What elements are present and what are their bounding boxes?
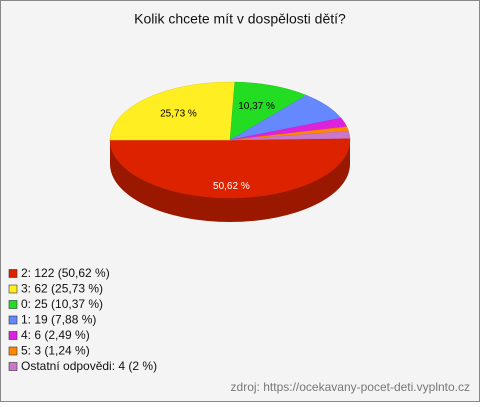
source: zdroj: https://ocekavany-pocet-deti.vypl… [231, 380, 470, 394]
legend-label: 1: 19 (7,88 %) [21, 313, 96, 327]
legend-label: Ostatní odpovědi: 4 (2 %) [21, 359, 157, 373]
legend-swatch [8, 362, 18, 371]
legend-swatch [8, 300, 18, 309]
data-label: 25,73 % [160, 109, 197, 120]
legend-label: 0: 25 (10,37 %) [21, 297, 103, 311]
slice [229, 81, 307, 141]
data-label: 10,37 % [238, 101, 275, 112]
legend-swatch [8, 346, 18, 356]
data-label: 50,62 % [213, 181, 250, 192]
slice [229, 130, 351, 141]
legend-swatch [8, 284, 18, 294]
legend-label: 4: 6 (2,49 %) [21, 328, 90, 342]
slice [109, 138, 351, 199]
legend-label: 5: 3 (1,24 %) [21, 344, 90, 358]
legend-swatch [8, 269, 18, 278]
chart-title: Kolik chcete mít v dospělosti dětí? [134, 11, 346, 27]
legend-label: 2: 122 (50,62 %) [21, 266, 110, 280]
legend-swatch [8, 315, 18, 325]
legend-label: 3: 62 (25,73 %) [21, 282, 103, 296]
legend-swatch [8, 331, 18, 340]
slice [109, 81, 236, 141]
slice-side [110, 140, 350, 222]
